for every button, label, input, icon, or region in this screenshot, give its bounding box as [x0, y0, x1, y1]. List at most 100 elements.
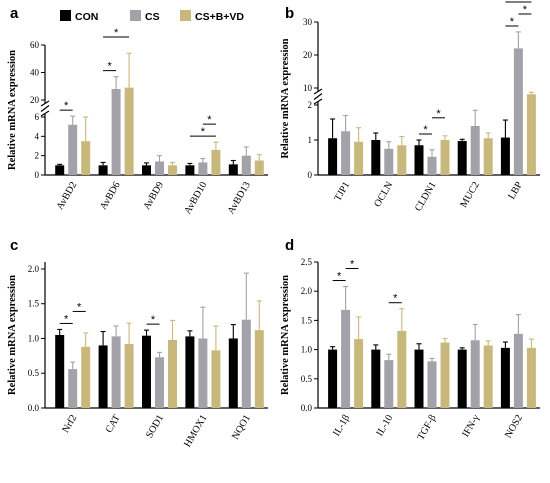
- panel-a: a Relative mRNA expression 0 2 4 6 20 40 60 AvBD2…: [7, 5, 268, 216]
- category-label: AvBD9: [141, 180, 166, 212]
- significance-star: *: [436, 108, 441, 120]
- y-tick-label: 60: [30, 40, 40, 50]
- legend-label: CS+B+VD: [195, 11, 244, 23]
- category-label: NQO1: [230, 413, 253, 442]
- legend: CON CS CS+B+VD: [60, 10, 244, 23]
- bar-cs-b-vd: [397, 145, 407, 175]
- bar-con: [185, 336, 195, 408]
- category-label: SOD1: [144, 413, 166, 440]
- bar-cs-b-vd: [124, 344, 134, 408]
- bar-cs-b-vd: [440, 140, 450, 175]
- bar-cs-b-vd: [483, 138, 493, 175]
- y-tick-label: 4: [35, 131, 40, 141]
- bar-cs: [470, 340, 480, 408]
- bar-cs-b-vd: [211, 350, 221, 408]
- bar-con: [55, 165, 65, 175]
- panel-label: b: [285, 5, 294, 22]
- y-tick-label: 1.5: [301, 315, 313, 325]
- legend-swatch: [130, 10, 141, 21]
- category-label: LBP: [506, 180, 525, 202]
- bar-con: [414, 145, 424, 175]
- y-tick-label: 0: [308, 170, 313, 180]
- bar-con: [228, 338, 238, 408]
- significance-star: *: [107, 61, 112, 73]
- bar-con: [371, 349, 381, 408]
- bar-con: [228, 164, 238, 175]
- significance-star: *: [516, 0, 521, 4]
- significance-star: *: [510, 16, 515, 28]
- bar-cs: [341, 309, 351, 408]
- category-label: TJP1: [332, 180, 352, 203]
- bar-cs: [198, 338, 208, 408]
- bar-con: [500, 137, 510, 175]
- y-tick-label: 0.5: [301, 374, 313, 384]
- y-tick-label: 1: [308, 135, 313, 145]
- bar-cs-b-vd: [168, 165, 177, 175]
- significance-star: *: [77, 301, 82, 313]
- y-tick-label: 0.5: [28, 368, 40, 378]
- bar-con: [457, 349, 467, 408]
- bar-cs-b-vd: [124, 87, 134, 175]
- bar-con: [185, 165, 195, 175]
- category-label: AvBD2: [55, 180, 80, 212]
- legend-label: CS: [145, 11, 160, 23]
- bar-cs: [513, 48, 523, 175]
- axis-break-mark: [40, 100, 50, 107]
- axis-break-mark: [313, 98, 323, 105]
- bar-cs-b-vd: [81, 141, 91, 175]
- category-label: HMOX1: [182, 413, 209, 449]
- significance-star: *: [393, 293, 398, 305]
- axis-break-mark: [313, 88, 323, 95]
- legend-swatch: [180, 10, 191, 21]
- legend-label: CON: [75, 11, 98, 23]
- y-tick-label: 0.0: [28, 403, 40, 413]
- bar-cs: [111, 336, 121, 408]
- bar-cs-b-vd: [81, 346, 91, 408]
- y-tick-label: 30: [303, 17, 313, 27]
- category-label: CLDN1: [413, 180, 439, 213]
- y-tick-label: 20: [303, 50, 313, 60]
- panel-d: d Relative mRNA expression 0.0 0.5 1.0 1.5 2.0…: [280, 237, 540, 442]
- bar-cs-b-vd: [168, 339, 177, 408]
- bar-cs-b-vd: [397, 330, 407, 408]
- bar-cs: [513, 333, 523, 408]
- y-axis-label: Relative mRNA expression: [7, 50, 18, 170]
- y-axis-label: Relative mRNA expression: [280, 38, 291, 158]
- bar-cs-b-vd: [483, 345, 493, 408]
- bar-cs: [198, 162, 208, 175]
- bar-cs: [241, 155, 251, 175]
- bar-cs: [341, 131, 351, 175]
- y-tick-label: 2.5: [301, 257, 313, 267]
- category-label: NOS2: [503, 413, 525, 440]
- bar-cs-b-vd: [526, 347, 536, 408]
- significance-star: *: [64, 100, 69, 112]
- y-tick-label: 20: [30, 95, 40, 105]
- significance-star: *: [523, 4, 528, 16]
- bar-con: [98, 345, 108, 408]
- bar-cs-b-vd: [354, 339, 364, 408]
- significance-star: *: [350, 259, 355, 271]
- category-label: AvBD10: [182, 180, 209, 216]
- bar-con: [414, 349, 424, 408]
- category-label: MUC2: [458, 180, 481, 210]
- y-tick-label: 2.0: [28, 264, 40, 274]
- significance-star: *: [151, 314, 156, 326]
- y-tick-label: 2: [35, 151, 40, 161]
- category-label: IL-10: [374, 413, 395, 438]
- bar-cs: [155, 357, 164, 408]
- bar-cs: [384, 148, 394, 175]
- y-axis-label: Relative mRNA expression: [280, 275, 291, 395]
- bar-con: [500, 347, 510, 408]
- bar-cs: [68, 369, 78, 408]
- panel-c: c Relative mRNA expression 0.0 0.5 1.0 1.5 2.0…: [7, 237, 268, 449]
- bar-cs: [384, 360, 394, 408]
- axis-break-mark: [40, 110, 50, 117]
- bar-con: [328, 349, 338, 408]
- y-tick-label: 1.5: [28, 299, 40, 309]
- category-label: OCLN: [372, 180, 395, 209]
- bar-con: [328, 138, 338, 175]
- y-tick-label: 2.0: [301, 286, 313, 296]
- y-tick-label: 2: [308, 100, 313, 110]
- bar-cs-b-vd: [440, 342, 450, 408]
